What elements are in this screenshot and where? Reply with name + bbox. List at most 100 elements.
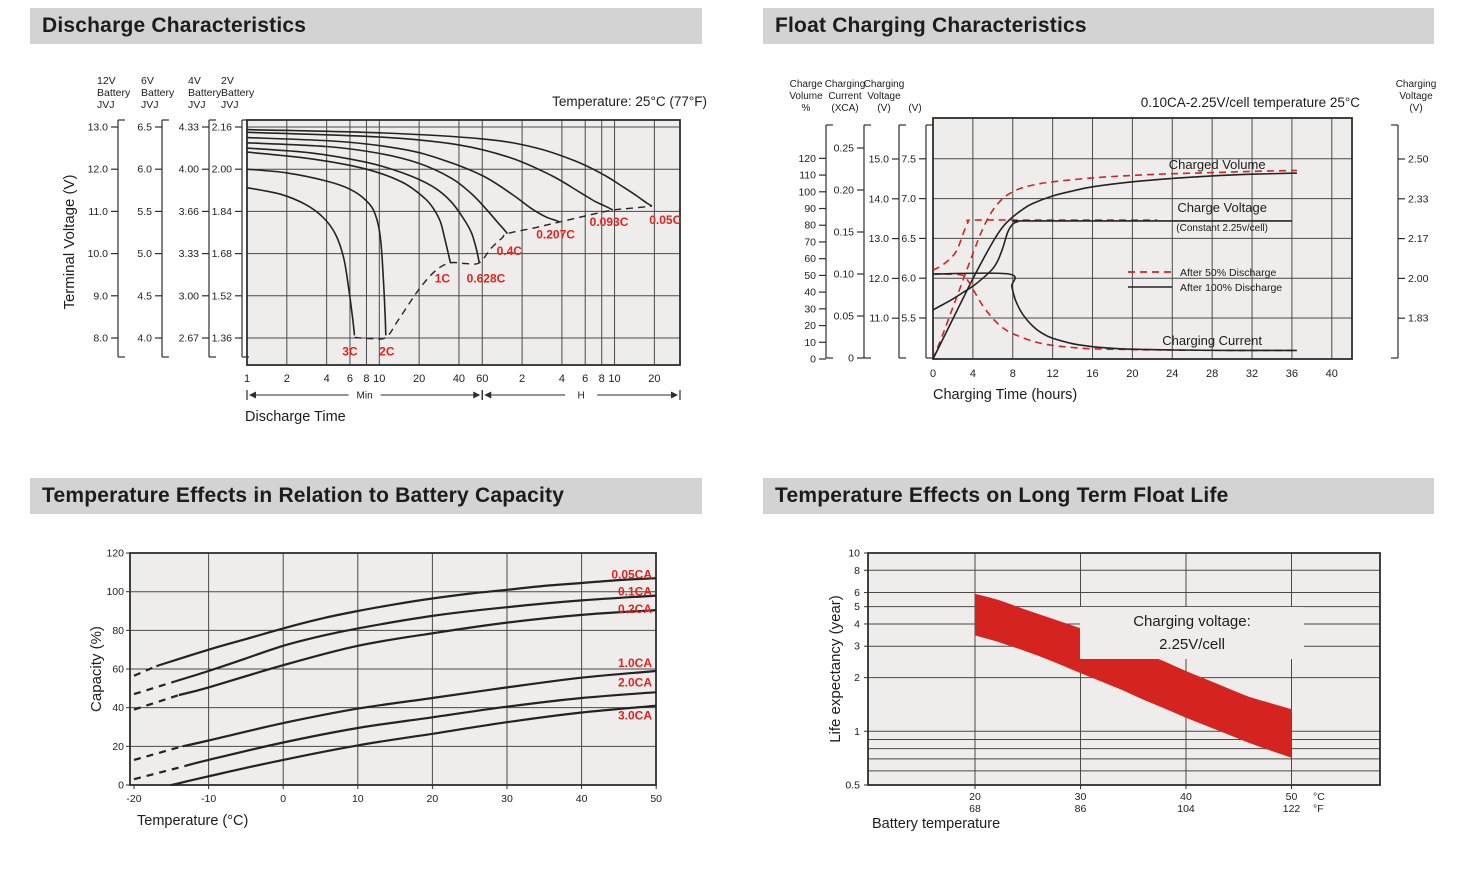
svg-text:Current: Current — [828, 91, 862, 102]
capacity-curves: 0.05CA 0.1CA 0.2CA 1.0CA 2.0CA 3.0CA — [133, 567, 657, 787]
label-constant: (Constant 2.25v/cell) — [1176, 223, 1268, 234]
svg-text:40: 40 — [453, 373, 465, 385]
svg-text:30: 30 — [501, 793, 513, 805]
svg-text:0: 0 — [930, 368, 936, 380]
svg-text:Charge: Charge — [790, 79, 823, 90]
svg-text:20: 20 — [969, 791, 981, 803]
section-header-temperature-capacity: Temperature Effects in Relation to Batte… — [30, 478, 702, 514]
y-axis-title: Life expectancy (year) — [827, 595, 844, 743]
svg-text:20: 20 — [648, 373, 660, 385]
legend-after-100: After 100% Discharge — [1180, 282, 1282, 294]
label-charge-voltage: Charge Voltage — [1177, 200, 1267, 215]
float-left-scales: ChargeVolume%120110100908070605040302010… — [789, 79, 933, 366]
temperature-note: Temperature: 25°C (77°F) — [552, 94, 707, 109]
svg-text:14.0: 14.0 — [869, 193, 890, 205]
svg-text:40: 40 — [1326, 368, 1338, 380]
svg-text:6: 6 — [582, 373, 588, 385]
svg-text:20: 20 — [413, 373, 425, 385]
svg-text:100: 100 — [798, 186, 816, 198]
svg-text:0: 0 — [118, 780, 124, 792]
y-axis-title: Terminal Voltage (V) — [61, 174, 78, 309]
curve-0.2CA — [178, 609, 657, 697]
svg-text:Battery: Battery — [188, 87, 222, 99]
svg-text:4.33: 4.33 — [179, 122, 200, 134]
svg-text:8: 8 — [1010, 368, 1016, 380]
svg-text:12.0: 12.0 — [88, 164, 109, 176]
svg-text:13.0: 13.0 — [88, 122, 109, 134]
float-grid — [933, 118, 1352, 359]
svg-text:1.84: 1.84 — [212, 206, 233, 218]
svg-text:6.5: 6.5 — [137, 122, 152, 134]
unit-celsius: °C — [1313, 791, 1325, 803]
svg-text:0.25: 0.25 — [834, 143, 855, 155]
curve-1C — [246, 151, 452, 263]
svg-text:20: 20 — [1126, 368, 1138, 380]
rate-label-1.0CA: 1.0CA — [618, 656, 652, 670]
svg-text:11.0: 11.0 — [869, 313, 889, 325]
label-charged-volume: Charged Volume — [1169, 157, 1266, 172]
svg-text:4: 4 — [854, 618, 860, 630]
rate-label-2C: 2C — [379, 345, 395, 359]
svg-text:Volume: Volume — [789, 91, 823, 102]
svg-text:Charging: Charging — [1396, 79, 1437, 90]
svg-text:40: 40 — [804, 287, 816, 299]
rate-label-0.05C: 0.05C — [649, 213, 681, 227]
svg-text:20: 20 — [427, 793, 439, 805]
svg-text:0.20: 0.20 — [834, 185, 855, 197]
rate-label-1C: 1C — [435, 271, 451, 285]
svg-text:6V: 6V — [141, 75, 154, 87]
curve-dashed-1.0CA — [133, 745, 183, 761]
svg-text:68: 68 — [969, 803, 981, 815]
svg-text:1: 1 — [244, 373, 250, 385]
rate-label-0.05CA: 0.05CA — [611, 567, 652, 581]
curve-0.1CA — [170, 594, 657, 684]
svg-text:7.0: 7.0 — [901, 193, 916, 205]
cutoff-voltage-line — [354, 205, 652, 340]
svg-text:40: 40 — [1180, 791, 1192, 803]
unit-fahrenheit: °F — [1313, 803, 1324, 815]
svg-text:8.0: 8.0 — [93, 333, 108, 345]
curve-2C — [246, 168, 387, 336]
curve-0.4C — [246, 142, 509, 235]
svg-text:4V: 4V — [188, 75, 201, 87]
svg-text:1: 1 — [854, 726, 860, 738]
curve-3.0CA — [171, 704, 657, 787]
svg-text:(V): (V) — [877, 103, 890, 114]
svg-text:60: 60 — [476, 373, 488, 385]
rate-label-0.207C: 0.207C — [536, 228, 575, 242]
svg-text:2.00: 2.00 — [212, 164, 233, 176]
svg-text:80: 80 — [804, 220, 816, 232]
svg-text:10: 10 — [373, 373, 385, 385]
svg-text:6: 6 — [854, 587, 860, 599]
range-label-H: H — [578, 391, 585, 402]
svg-text:5.5: 5.5 — [901, 313, 916, 325]
svg-text:20: 20 — [112, 741, 124, 753]
svg-text:2: 2 — [519, 373, 525, 385]
svg-text:5: 5 — [854, 601, 860, 613]
label-charging-current: Charging Current — [1162, 333, 1262, 348]
svg-text:104: 104 — [1177, 803, 1195, 815]
rate-label-0.1CA: 0.1CA — [618, 585, 652, 599]
svg-text:0.15: 0.15 — [834, 227, 855, 239]
svg-text:1.83: 1.83 — [1408, 313, 1429, 325]
rate-label-2.0CA: 2.0CA — [618, 676, 652, 690]
discharge-chart: 12VBatteryJVJ13.012.011.010.09.08.06VBat… — [61, 75, 707, 425]
life-expectancy-band — [975, 593, 1292, 758]
svg-text:90: 90 — [804, 203, 816, 215]
svg-text:50: 50 — [1286, 791, 1298, 803]
svg-text:3: 3 — [854, 641, 860, 653]
svg-text:10: 10 — [352, 793, 364, 805]
svg-text:8: 8 — [363, 373, 369, 385]
float-x-axis: 0 4 8 12 16 20 24 28 32 36 40 Charging Time (hours) — [930, 368, 1338, 403]
svg-text:%: % — [802, 103, 811, 114]
svg-text:JVJ: JVJ — [97, 99, 115, 111]
svg-text:12.0: 12.0 — [869, 273, 890, 285]
svg-text:5.0: 5.0 — [137, 248, 152, 260]
svg-text:2: 2 — [854, 672, 860, 684]
svg-text:12V: 12V — [97, 75, 116, 87]
curve-2.0CA — [185, 691, 657, 767]
svg-text:15.0: 15.0 — [869, 154, 890, 166]
svg-text:10: 10 — [804, 337, 816, 349]
